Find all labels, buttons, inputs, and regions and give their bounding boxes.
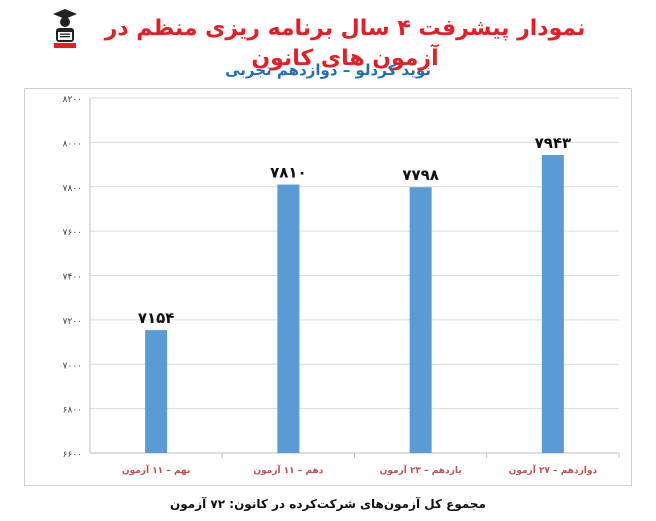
chart-area: ۶۶۰۰ ۶۸۰۰ ۷۰۰۰ ۷۲۰۰ ۷۴۰۰ ۷۶۰۰ ۷۸۰۰ ۸۰۰۰ ۸۲۰۰ ۷۱۵۴… [24, 88, 632, 486]
y-tick-label: ۷۲۰۰ [63, 317, 82, 327]
y-tick-label: ۸۰۰۰ [63, 139, 82, 149]
x-tick-label: یازدهم – ۲۳ آزمون [380, 464, 462, 476]
footer-total-label: مجموع کل آزمون‌های شرکت‌کرده در کانون: [229, 497, 486, 511]
y-tick-label: ۶۶۰۰ [63, 450, 82, 460]
chart-subtitle: نوید کردلو – دوازدهم تجربی [225, 61, 431, 79]
x-tick-label: دهم – ۱۱ آزمون [253, 464, 323, 476]
chart-title: نمودار پیشرفت ۴ سال برنامه ریزی منظم در … [104, 16, 586, 71]
y-tick-label: ۷۴۰۰ [63, 273, 82, 283]
y-tick-label: ۷۰۰۰ [63, 361, 82, 371]
bar [145, 330, 168, 453]
y-tick-label: ۸۲۰۰ [63, 95, 82, 105]
y-tick-label: ۷۶۰۰ [63, 228, 82, 238]
graduate-logo-icon [53, 9, 77, 48]
y-tick-label: ۶۸۰۰ [63, 406, 82, 416]
bar [541, 155, 564, 453]
x-tick-label: دوازدهم – ۲۷ آزمون [509, 464, 598, 476]
footer-total: مجموع کل آزمون‌های شرکت‌کرده در کانون: ۷… [0, 496, 656, 512]
bar [277, 184, 300, 453]
data-label: ۷۸۱۰ [270, 164, 307, 182]
kanoon-logo [52, 8, 78, 50]
x-tick-label: نهم – ۱۱ آزمون [122, 464, 190, 476]
data-label: ۷۷۹۸ [402, 166, 439, 184]
data-label: ۷۱۵۴ [138, 309, 175, 327]
y-tick-label: ۷۸۰۰ [63, 184, 82, 194]
bar [409, 187, 432, 453]
bar-chart: ۶۶۰۰ ۶۸۰۰ ۷۰۰۰ ۷۲۰۰ ۷۴۰۰ ۷۶۰۰ ۷۸۰۰ ۸۰۰۰ ۸۲۰۰ ۷۱۵۴… [63, 95, 620, 476]
data-label: ۷۹۴۳ [535, 134, 572, 152]
footer-total-value: ۷۲ آزمون [170, 497, 226, 511]
